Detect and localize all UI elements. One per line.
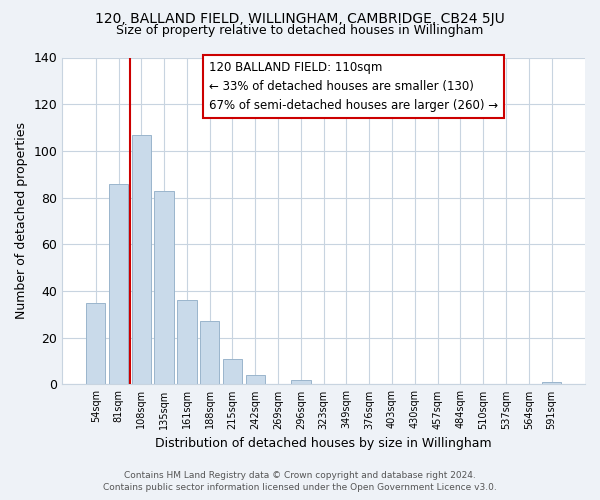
Bar bbox=[131, 134, 151, 384]
Bar bbox=[542, 382, 561, 384]
Bar bbox=[245, 375, 265, 384]
Bar bbox=[154, 190, 174, 384]
Bar bbox=[200, 322, 220, 384]
Bar bbox=[86, 302, 106, 384]
Bar bbox=[109, 184, 128, 384]
X-axis label: Distribution of detached houses by size in Willingham: Distribution of detached houses by size … bbox=[155, 437, 492, 450]
Text: 120 BALLAND FIELD: 110sqm
← 33% of detached houses are smaller (130)
67% of semi: 120 BALLAND FIELD: 110sqm ← 33% of detac… bbox=[209, 61, 498, 112]
Bar bbox=[223, 358, 242, 384]
Bar bbox=[177, 300, 197, 384]
Bar bbox=[291, 380, 311, 384]
Text: Size of property relative to detached houses in Willingham: Size of property relative to detached ho… bbox=[116, 24, 484, 37]
Text: 120, BALLAND FIELD, WILLINGHAM, CAMBRIDGE, CB24 5JU: 120, BALLAND FIELD, WILLINGHAM, CAMBRIDG… bbox=[95, 12, 505, 26]
Y-axis label: Number of detached properties: Number of detached properties bbox=[15, 122, 28, 320]
Text: Contains HM Land Registry data © Crown copyright and database right 2024.
Contai: Contains HM Land Registry data © Crown c… bbox=[103, 471, 497, 492]
